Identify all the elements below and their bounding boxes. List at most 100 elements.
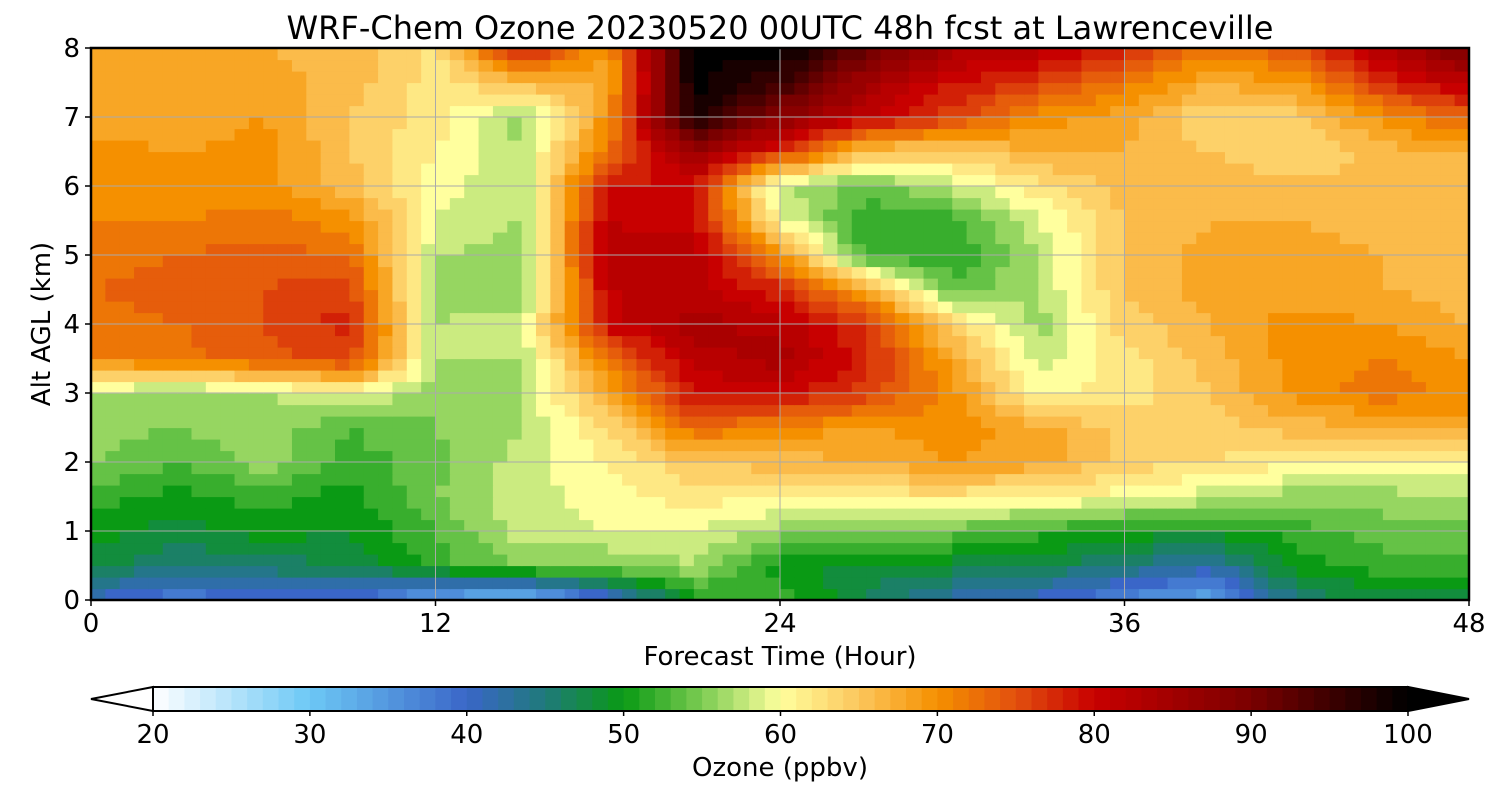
contour-cell [1138, 174, 1154, 187]
contour-cell [851, 117, 867, 130]
contour-cell [277, 197, 293, 210]
contour-cell [564, 370, 580, 383]
contour-cell [435, 393, 451, 406]
contour-cell [1038, 289, 1054, 302]
contour-cell [1110, 163, 1126, 176]
contour-cell [335, 48, 350, 61]
contour-cell [622, 358, 638, 371]
contour-cell [1382, 462, 1398, 475]
contour-cell [751, 404, 767, 417]
colorbar-swatch [325, 687, 342, 711]
contour-cell [105, 588, 121, 601]
contour-cell [277, 416, 293, 429]
contour-cell [995, 381, 1011, 394]
contour-cell [765, 577, 781, 590]
x-axis-label: Forecast Time (Hour) [643, 642, 916, 672]
contour-cell [952, 554, 968, 567]
contour-cell [966, 174, 982, 187]
contour-cell [1440, 174, 1456, 187]
contour-cell [535, 565, 551, 578]
contour-cell [1440, 404, 1456, 417]
contour-cell [1167, 151, 1183, 164]
contour-cell [1411, 289, 1427, 302]
contour-cell [1110, 439, 1126, 452]
contour-cell [521, 151, 537, 164]
contour-cell [1224, 542, 1240, 555]
contour-cell [751, 588, 767, 601]
contour-cell [449, 577, 465, 590]
contour-cell [177, 312, 193, 325]
contour-cell [320, 427, 336, 440]
contour-cell [564, 381, 580, 394]
contour-cell [535, 163, 551, 176]
contour-cell [1239, 577, 1255, 590]
contour-cell [736, 404, 752, 417]
contour-cell [952, 347, 968, 360]
contour-cell [162, 174, 178, 187]
contour-cell [751, 151, 767, 164]
contour-cell [191, 450, 207, 463]
contour-cell [679, 542, 695, 555]
contour-cell [421, 197, 437, 210]
contour-cell [693, 462, 709, 475]
contour-cell [105, 416, 121, 429]
contour-cell [449, 381, 465, 394]
contour-cell [1282, 508, 1298, 521]
contour-cell [320, 381, 336, 394]
contour-cell [708, 577, 724, 590]
contour-cell [1311, 71, 1327, 84]
contour-cell [248, 105, 264, 118]
contour-cell [665, 174, 681, 187]
contour-cell [966, 117, 982, 130]
contour-cell [1382, 197, 1398, 210]
contour-cell [263, 416, 279, 429]
contour-cell [277, 140, 293, 153]
contour-cell [1368, 312, 1384, 325]
contour-cell [995, 427, 1011, 440]
contour-cell [780, 82, 795, 95]
contour-cell [378, 554, 394, 567]
contour-cell [851, 542, 867, 555]
contour-cell [521, 335, 537, 348]
contour-cell [349, 370, 365, 383]
contour-cell [291, 324, 307, 337]
contour-cell [909, 439, 925, 452]
contour-cell [119, 588, 135, 601]
contour-cell [980, 266, 996, 279]
contour-cell [1239, 588, 1255, 601]
contour-cell [937, 450, 953, 463]
contour-cell [263, 266, 279, 279]
contour-cell [378, 577, 394, 590]
contour-cell [765, 335, 781, 348]
contour-cell [507, 82, 523, 95]
contour-cell [765, 301, 781, 314]
contour-cell [191, 174, 207, 187]
contour-cell [650, 531, 666, 544]
contour-cell [1153, 565, 1169, 578]
contour-cell [923, 94, 939, 107]
contour-cell [1397, 266, 1413, 279]
contour-cell [823, 324, 839, 337]
contour-cell [894, 197, 910, 210]
contour-cell [134, 335, 150, 348]
contour-cell [593, 347, 609, 360]
contour-cell [378, 301, 394, 314]
contour-cell [593, 71, 609, 84]
contour-cell [736, 243, 752, 256]
contour-cell [980, 128, 996, 141]
contour-cell [1354, 151, 1370, 164]
contour-cell [1339, 312, 1355, 325]
contour-cell [751, 243, 767, 256]
contour-cell [1009, 151, 1025, 164]
contour-cell [521, 301, 537, 314]
contour-cell [306, 462, 322, 475]
contour-cell [1440, 554, 1456, 567]
contour-cell [722, 197, 738, 210]
contour-cell [722, 496, 738, 509]
contour-cell [564, 232, 580, 245]
contour-cell [823, 197, 839, 210]
contour-cell [794, 519, 810, 532]
contour-cell [564, 243, 580, 256]
contour-cell [1024, 232, 1039, 245]
contour-cell [105, 370, 121, 383]
